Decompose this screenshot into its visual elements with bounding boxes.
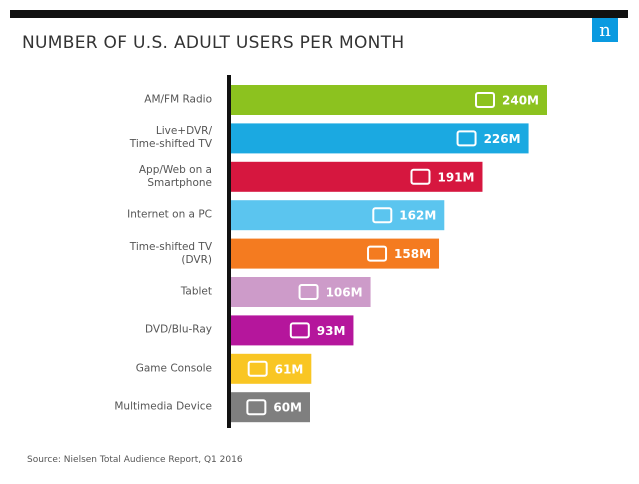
- bar: [231, 200, 445, 231]
- icon: [367, 245, 388, 262]
- value-label: 106M: [326, 286, 363, 300]
- value-label: 158M: [394, 247, 431, 261]
- category-label: Live+DVR/ Time-shifted TV: [129, 125, 212, 151]
- icon: [475, 92, 495, 108]
- category-label: DVD/Blu-Ray: [145, 323, 212, 336]
- category-label: Multimedia Device: [114, 400, 212, 413]
- bar: [231, 315, 354, 346]
- category-label: AM/FM Radio: [144, 93, 212, 106]
- category-label: Internet on a PC: [127, 208, 212, 221]
- icon: [372, 207, 393, 224]
- icon: [247, 360, 268, 377]
- icon: [410, 168, 431, 185]
- bar: [231, 392, 310, 423]
- source: Source: Nielsen Total Audience Report, Q…: [27, 455, 243, 465]
- category-label: Time-shifted TV (DVR): [129, 240, 212, 266]
- value-label: 61M: [275, 362, 304, 376]
- category-label: App/Web on a Smartphone: [138, 163, 212, 189]
- bar: [231, 353, 312, 384]
- bar: [231, 85, 547, 115]
- bar: [231, 161, 483, 192]
- value-label: 191M: [437, 170, 474, 184]
- bar: [231, 238, 440, 269]
- value-label: 240M: [502, 94, 539, 108]
- value-label: 60M: [273, 401, 302, 415]
- value-label: 93M: [317, 324, 346, 338]
- icon: [246, 399, 267, 416]
- top-band: [10, 10, 628, 18]
- logo: n: [599, 20, 611, 41]
- icon: [298, 284, 319, 300]
- icon: [456, 130, 477, 147]
- category-label: Game Console: [135, 362, 212, 375]
- icon: [289, 322, 310, 339]
- bar: [231, 277, 371, 307]
- chart-title: NUMBER OF U.S. ADULT USERS PER MONTH: [22, 33, 405, 53]
- bar: [231, 123, 529, 154]
- value-label: 226M: [484, 132, 521, 146]
- category-label: Tablet: [180, 285, 212, 298]
- value-label: 162M: [399, 209, 436, 223]
- logo-box: [592, 18, 618, 42]
